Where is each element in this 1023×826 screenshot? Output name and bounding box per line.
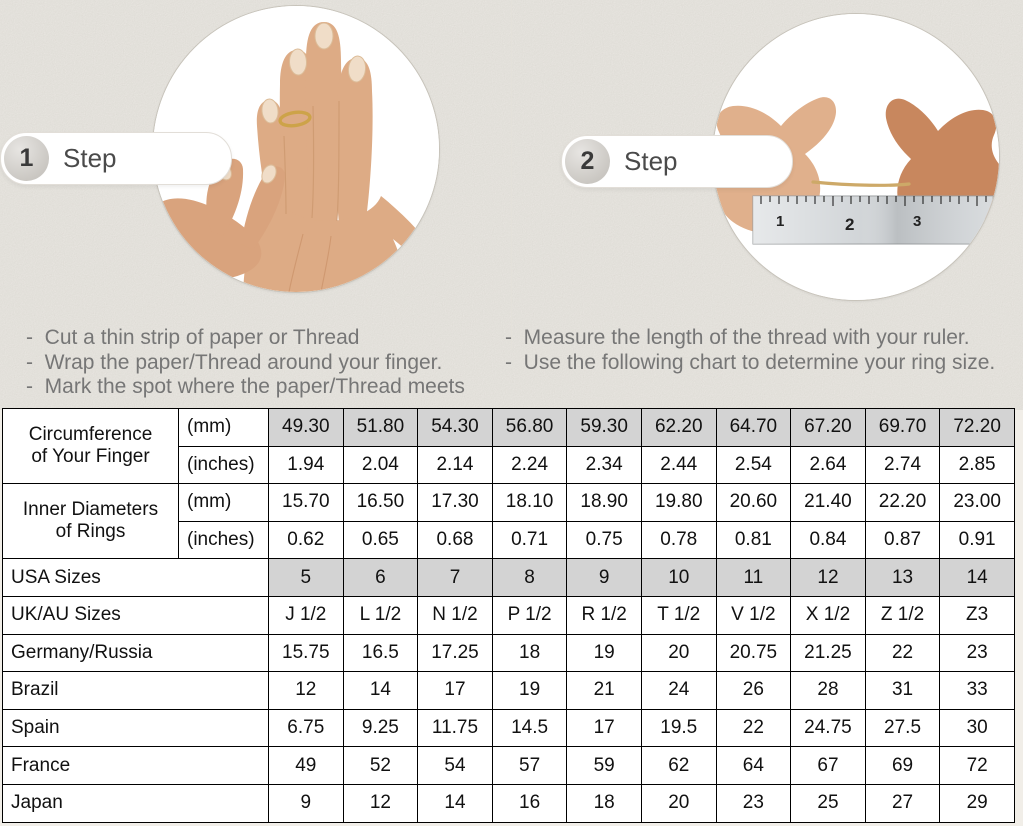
svg-text:2: 2 [845,215,854,234]
svg-text:3: 3 [913,213,921,230]
svg-text:1: 1 [776,213,784,230]
